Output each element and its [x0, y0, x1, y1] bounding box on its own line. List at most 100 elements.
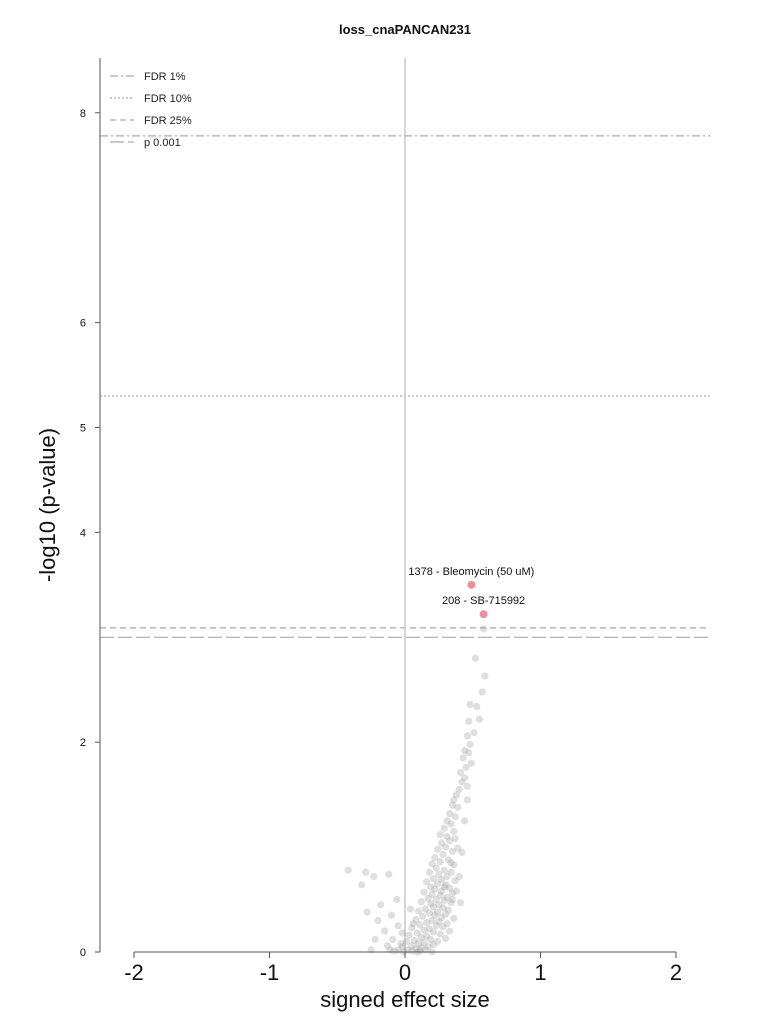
data-point: [461, 774, 469, 782]
data-point: [440, 866, 448, 874]
y-axis-ticks: 0 2 4 5 6 8: [80, 108, 100, 959]
data-point: [455, 872, 463, 881]
y-tick-label: 8: [80, 108, 86, 120]
data-point: [447, 868, 455, 876]
data-point: [435, 901, 443, 909]
data-point: [433, 845, 442, 853]
y-tick-label: 5: [80, 423, 86, 435]
x-tick-label: 2: [670, 960, 682, 985]
data-point: [437, 887, 446, 895]
chart-title: loss_cnaPANCAN231: [339, 22, 471, 37]
data-point: [452, 791, 461, 799]
legend: FDR 1% FDR 10% FDR 25% p 0.001: [110, 71, 192, 149]
data-point: [421, 905, 429, 913]
data-point: [432, 895, 440, 904]
data-point: [463, 782, 471, 790]
data-point: [436, 830, 444, 839]
data-point: [466, 740, 474, 748]
data-point: [446, 884, 454, 892]
highlighted-point-label: 208 - SB-715992: [442, 595, 525, 607]
data-point: [420, 926, 428, 934]
data-point: [439, 904, 447, 912]
data-point: [423, 919, 431, 927]
data-point: [413, 929, 421, 937]
data-point: [420, 888, 428, 896]
data-point: [431, 885, 439, 893]
data-point: [446, 927, 454, 935]
data-point: [450, 796, 458, 804]
x-tick-label: 0: [399, 960, 411, 985]
highlighted-point: [467, 580, 476, 589]
data-point: [431, 853, 439, 862]
data-point: [424, 943, 432, 951]
y-axis-label: -log10 (p-value): [35, 428, 60, 582]
data-point: [463, 732, 471, 740]
data-point: [443, 833, 451, 841]
data-point: [429, 941, 438, 949]
data-point: [414, 907, 423, 915]
data-points: [344, 625, 489, 956]
data-point: [446, 837, 454, 845]
data-point: [385, 870, 393, 878]
data-point: [390, 947, 398, 955]
legend-label: FDR 10%: [144, 93, 192, 105]
data-point: [448, 801, 457, 809]
data-point: [459, 754, 467, 762]
data-point: [425, 909, 433, 917]
data-point: [429, 903, 438, 911]
data-point: [436, 930, 444, 938]
data-point: [442, 934, 450, 942]
data-point: [393, 895, 401, 904]
x-tick-label: -2: [124, 960, 144, 985]
data-point: [428, 890, 436, 898]
data-point: [433, 937, 442, 946]
data-point: [436, 891, 444, 899]
data-point: [463, 796, 471, 804]
data-point: [427, 883, 435, 891]
data-point: [408, 942, 416, 950]
data-point: [377, 901, 385, 909]
highlighted-point: [479, 610, 488, 619]
data-point: [402, 937, 410, 946]
data-point: [387, 911, 396, 919]
data-point: [417, 898, 425, 906]
data-point: [433, 880, 442, 888]
data-point: [409, 920, 417, 928]
data-point: [398, 929, 406, 937]
x-tick-label: -1: [260, 960, 280, 985]
data-point: [425, 868, 433, 876]
data-point: [443, 893, 451, 902]
data-point: [410, 936, 419, 945]
data-point: [425, 925, 433, 933]
data-point: [437, 913, 446, 921]
data-point: [381, 927, 389, 935]
data-point: [454, 844, 462, 852]
data-point: [450, 914, 458, 923]
data-point: [451, 835, 459, 843]
data-point: [363, 908, 371, 916]
y-tick-label: 2: [80, 737, 86, 749]
data-point: [446, 809, 454, 818]
data-point: [458, 778, 466, 786]
data-point: [371, 935, 379, 944]
data-point: [439, 923, 447, 931]
data-point: [374, 916, 382, 925]
y-tick-label: 0: [80, 947, 86, 959]
data-point: [440, 824, 448, 832]
data-point: [437, 839, 446, 847]
data-point: [397, 940, 405, 948]
data-point: [394, 922, 402, 930]
data-point: [412, 945, 420, 953]
data-point: [443, 817, 451, 825]
data-point: [471, 654, 480, 662]
data-point: [470, 729, 478, 737]
data-point: [428, 916, 436, 925]
data-point: [448, 889, 457, 897]
data-point: [362, 868, 370, 876]
data-point: [442, 910, 450, 918]
data-point: [414, 940, 423, 948]
data-point: [416, 921, 424, 929]
highlighted-point-label: 1378 - Bleomycin (50 uM): [408, 566, 534, 578]
data-point: [455, 785, 463, 794]
data-point: [433, 908, 442, 916]
